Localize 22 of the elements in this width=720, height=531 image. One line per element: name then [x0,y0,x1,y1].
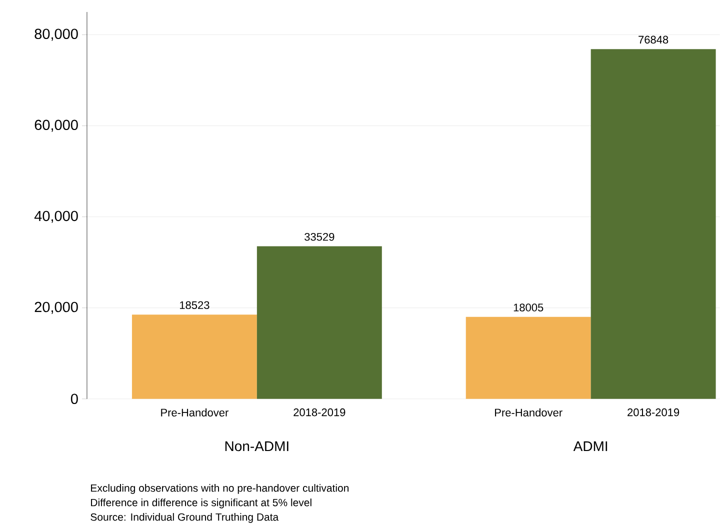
y-tick-label: 0 [70,394,78,404]
bar [256,246,382,399]
series-label: 2018-2019 [294,408,346,416]
bar [590,49,716,399]
y-tick-label: 40,000 [34,210,78,223]
source-note: Source: Individual Ground Truthing Data [90,513,279,523]
data-label: 18005 [514,304,544,312]
bar [466,317,591,399]
x-tick-label: ADMI [573,441,608,452]
text: Excluding observations with no pre-handover cultivation [91,484,349,494]
text: Pre-Handover [495,408,562,417]
text: Difference in difference is significant at 5% level [91,498,312,508]
x-tick-label: Non-ADMI [225,441,288,452]
data-label: 76848 [638,36,668,44]
data-label: 18523 [180,301,210,310]
text: 2018-2019 [628,408,680,416]
bar [132,314,257,399]
series-label: Pre-Handover [161,408,228,417]
y-tick-label: 60,000 [34,120,78,132]
y-tick-label: 20,000 [34,302,78,314]
y-tick-label: 80,000 [34,28,78,41]
data-label: 33529 [304,233,334,241]
